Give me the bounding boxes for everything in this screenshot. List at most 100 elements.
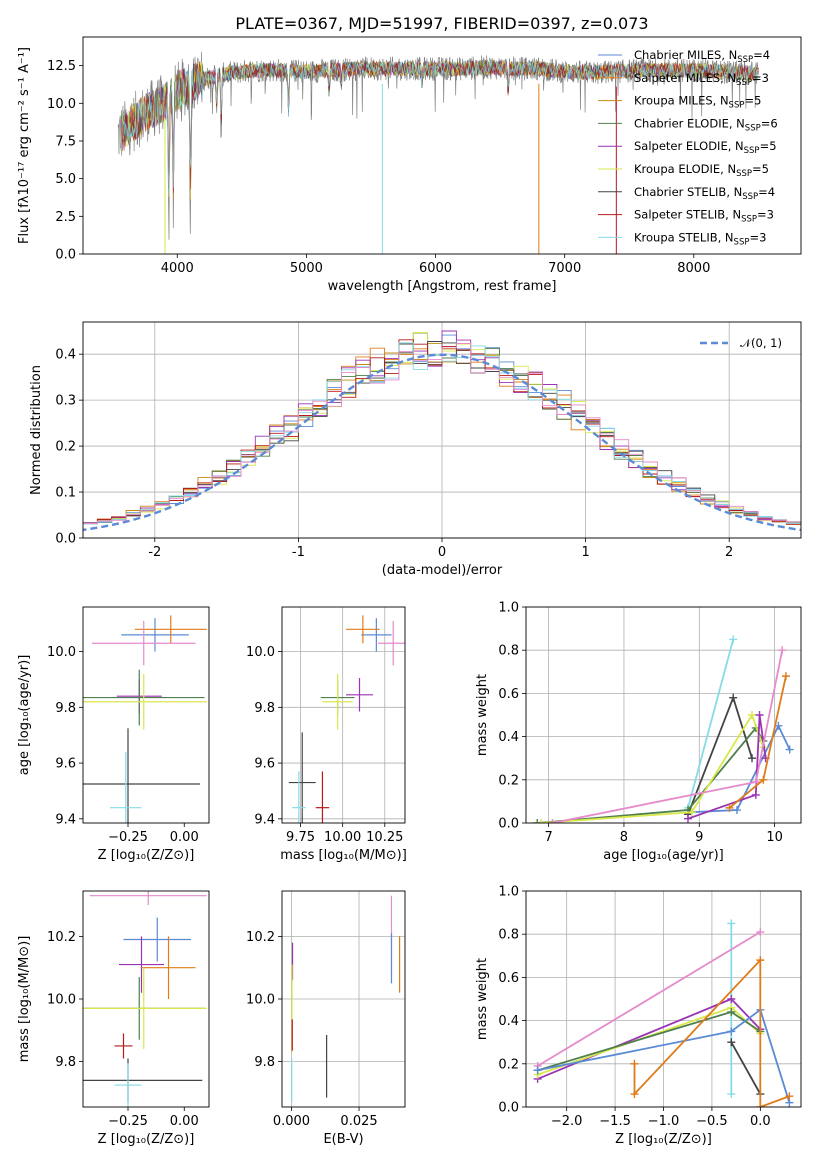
y-tick-label: 0.4 <box>498 730 519 745</box>
weight-point-marker <box>732 806 741 815</box>
y-tick-label: 10.0 <box>47 97 76 112</box>
y-axis-label: Normed distribution <box>29 365 44 495</box>
legend-label: Salpeter MILES, NSSP=3 <box>634 71 769 88</box>
weight-point-marker <box>759 775 768 784</box>
x-tick-label: 9.75 <box>286 830 315 845</box>
y-tick-label: 10.2 <box>246 930 275 945</box>
y-tick-label: 0.2 <box>498 1057 519 1072</box>
x-axis-label: mass [log₁₀(M/M⊙)] <box>280 848 407 863</box>
y-tick-label: 10.0 <box>47 645 76 660</box>
legend-label: Kroupa MILES, NSSP=5 <box>634 94 761 111</box>
weight-point-marker <box>751 790 760 799</box>
weight-point-marker <box>725 803 734 812</box>
panel-residuals: -2 -1 0 1 2 0.0 0.1 0.2 0.3 0.4 (data-model)/error… <box>29 321 802 578</box>
weight-point-marker <box>748 754 757 763</box>
legend: 𝒩(0, 1) <box>700 336 782 350</box>
errorbar-point <box>322 673 353 730</box>
panel-age-vs-Z: −0.25 0.00 9.4 9.6 9.8 10.0 Z [log₁₀(Z/Z⊙)] age… <box>17 606 210 863</box>
x-tick-label: -2 <box>148 545 161 560</box>
x-tick-label: −0.25 <box>108 830 148 845</box>
errorbar-point <box>378 620 405 666</box>
y-tick-label: 10.0 <box>47 993 76 1008</box>
weight-point-marker <box>630 1059 639 1068</box>
model-spectrum-line <box>122 59 759 195</box>
x-tick-label: 4000 <box>161 261 194 276</box>
weight-point-marker <box>683 814 692 823</box>
y-tick-label: 0.0 <box>498 817 519 832</box>
errorbar-point <box>361 618 392 652</box>
legend: Chabrier MILES, NSSP=4 Salpeter MILES, NS… <box>598 48 778 247</box>
x-tick-label: 8000 <box>677 261 710 276</box>
x-tick-label: −0.5 <box>696 1114 728 1129</box>
panel-mass-vs-Z: −0.25 0.00 9.8 10.0 10.2 Z [log₁₀(Z/Z⊙)] mass … <box>17 890 210 1147</box>
errorbar-point <box>315 771 330 823</box>
panel-age-vs-mass: 9.75 10.00 10.25 9.4 9.6 9.8 10.0 mass [log₁₀(M… <box>246 606 407 863</box>
x-tick-label: 5000 <box>290 261 323 276</box>
gaussian-curve <box>83 353 801 532</box>
axes-frame <box>82 890 210 1108</box>
y-tick-label: 5.0 <box>55 172 76 187</box>
x-tick-label: 0.000 <box>273 1114 310 1129</box>
legend-label: Salpeter ELODIE, NSSP=5 <box>634 139 777 156</box>
errorbar-point <box>119 936 164 993</box>
axes-frame <box>82 606 210 824</box>
y-tick-label: 0.0 <box>498 1101 519 1116</box>
axes-frame <box>525 890 802 1108</box>
y-tick-label: 1.0 <box>498 601 519 616</box>
x-tick-label: 9 <box>695 830 703 845</box>
weight-series-line <box>537 931 761 1067</box>
weight-series-line <box>541 712 765 823</box>
errorbar-point <box>110 751 142 823</box>
plot-area <box>83 330 801 532</box>
panel-weight-vs-Z: −2.0 −1.5 −1.0 −0.5 0.0 0.0 0.2 0.4 0.6 0.8 1.0 Z [… <box>475 885 802 1147</box>
legend-label: Chabrier STELIB, NSSP=4 <box>634 185 775 202</box>
weight-point-marker <box>533 819 542 823</box>
x-tick-label: 7000 <box>548 261 581 276</box>
x-axis-label: Z [log₁₀(Z/Z⊙)] <box>615 1132 712 1147</box>
plot-area <box>533 919 794 1107</box>
weight-point-marker <box>548 819 557 823</box>
errorbar-point <box>89 891 207 906</box>
weight-point-marker <box>729 635 738 644</box>
x-axis-label: E(B-V) <box>323 1132 363 1147</box>
weight-series-line <box>687 639 735 809</box>
weight-point-marker <box>785 1092 794 1101</box>
weight-point-marker <box>756 956 765 965</box>
x-axis-label: Z [log₁₀(Z/Z⊙)] <box>98 1132 195 1147</box>
x-tick-label: 7 <box>544 830 552 845</box>
weight-point-marker <box>751 777 760 786</box>
weight-point-marker <box>727 1007 736 1016</box>
y-tick-label: 9.4 <box>254 812 275 827</box>
y-axis-label: mass [log₁₀(M/M⊙)] <box>17 936 32 1063</box>
panel-weight-vs-age: 7 8 9 10 0.0 0.2 0.4 0.6 0.8 1.0 age [log₁₀(age/yr… <box>475 601 802 863</box>
x-tick-label: 0.00 <box>170 830 199 845</box>
y-tick-label: 2.5 <box>55 210 76 225</box>
x-tick-label: 2 <box>725 545 733 560</box>
y-tick-label: 0.4 <box>55 348 76 363</box>
x-tick-label: 8 <box>620 830 628 845</box>
errorbar-point <box>83 728 200 823</box>
legend-label: Chabrier MILES, NSSP=4 <box>634 48 770 65</box>
y-tick-label: 9.8 <box>55 701 76 716</box>
y-tick-label: 0.0 <box>55 248 76 263</box>
x-tick-label: 10 <box>766 830 783 845</box>
weight-point-marker <box>781 672 790 681</box>
plot-area <box>117 51 759 254</box>
x-tick-label: -1 <box>292 545 305 560</box>
model-spectrum-line <box>122 60 759 193</box>
x-tick-label: −0.25 <box>108 1114 148 1129</box>
weight-series-line <box>687 714 767 820</box>
errorbar-point <box>92 620 196 666</box>
x-tick-label: −2.0 <box>551 1114 583 1129</box>
weight-point-marker <box>785 745 794 754</box>
weight-point-marker <box>537 819 546 823</box>
weight-point-marker <box>630 1090 639 1099</box>
y-tick-label: 0.6 <box>498 687 519 702</box>
weight-point-marker <box>727 1090 736 1099</box>
errorbar-point <box>141 936 196 999</box>
legend-label: Kroupa STELIB, NSSP=3 <box>634 230 766 247</box>
x-tick-label: 6000 <box>419 261 452 276</box>
errorbar-point <box>114 1063 142 1107</box>
weight-point-marker <box>727 919 736 928</box>
y-axis-label: mass weight <box>475 674 490 756</box>
